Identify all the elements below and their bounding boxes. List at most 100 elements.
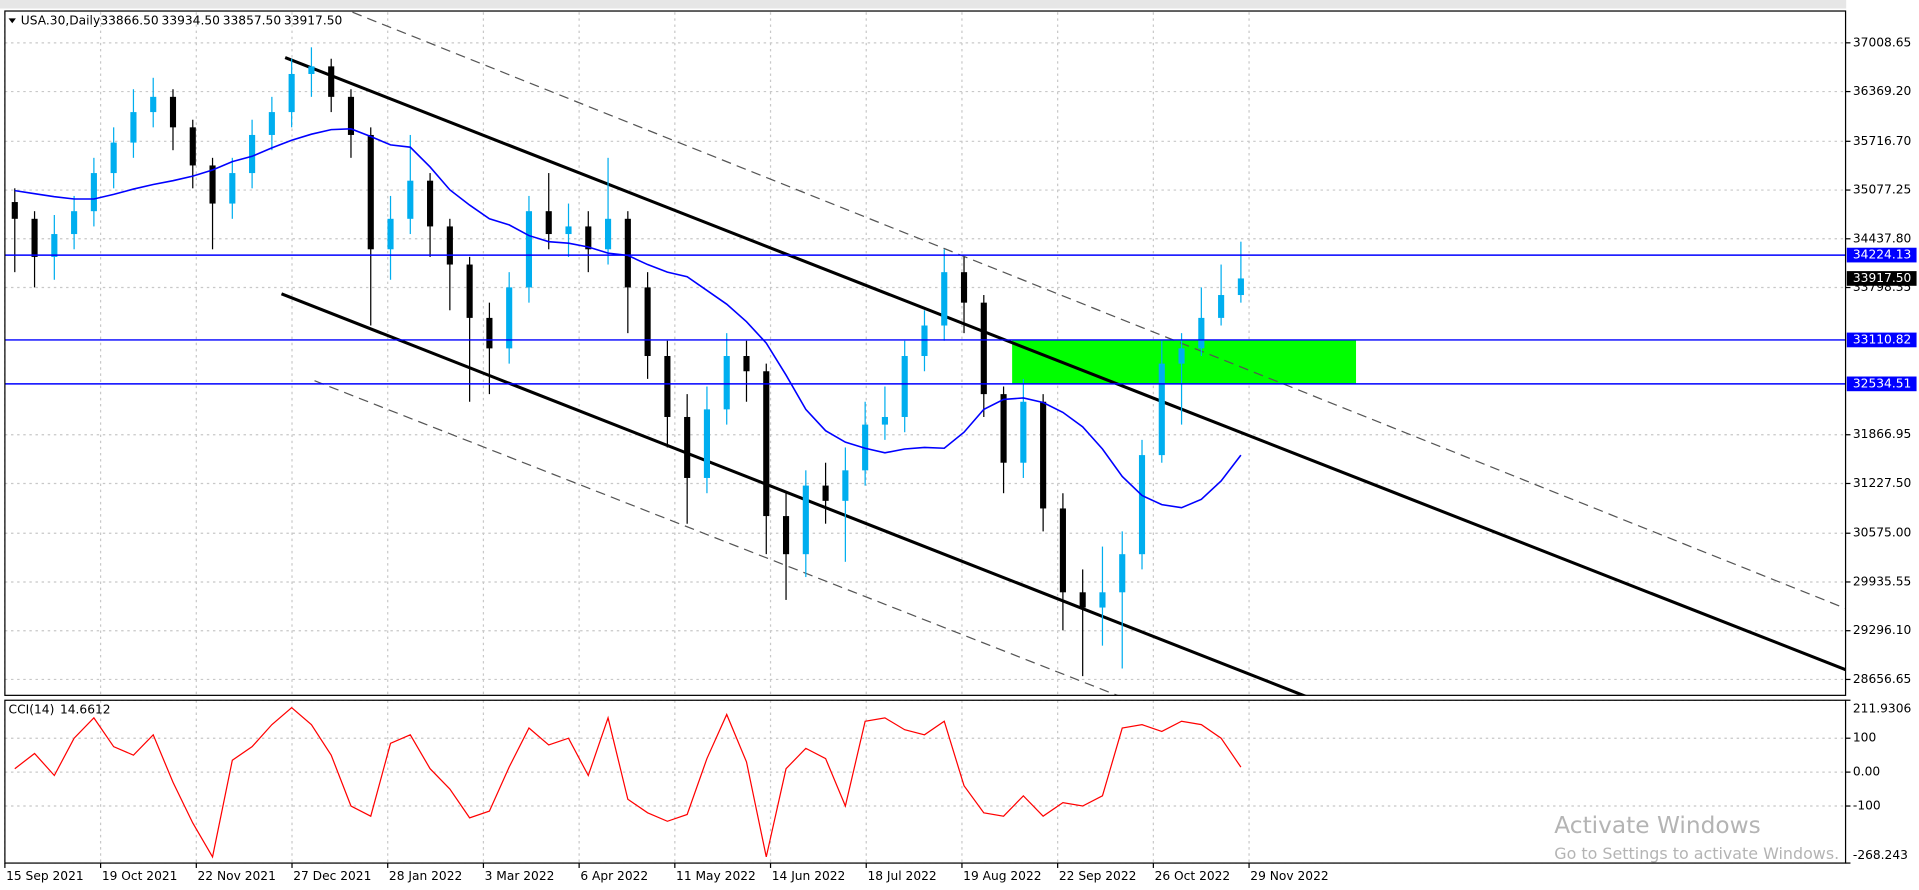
candle-body	[150, 96, 157, 113]
x-tick-label: 19 Aug 2022	[963, 869, 1041, 883]
quote-value: 33857.50	[223, 13, 281, 27]
candle-body	[288, 73, 295, 113]
channel-upper	[284, 56, 1847, 672]
x-tick-label: 3 Mar 2022	[485, 869, 555, 883]
x-tick-label: 27 Dec 2021	[293, 869, 371, 883]
candle-body	[960, 272, 968, 303]
candle-body	[941, 272, 948, 326]
candle-body	[605, 218, 612, 250]
candle-body	[822, 485, 829, 501]
candle-body	[1020, 401, 1027, 463]
candle-body	[763, 371, 770, 517]
y-tick-label: 35077.25	[1853, 183, 1911, 197]
y-tick-label: 28656.65	[1853, 672, 1911, 686]
hline-label: 33110.82	[1853, 332, 1911, 346]
candle-body	[1138, 455, 1146, 555]
y-tick-label: 100	[1853, 731, 1876, 745]
candle-body	[229, 173, 236, 204]
candle-body	[782, 516, 790, 555]
candle-body	[189, 127, 196, 166]
candle-body	[11, 202, 18, 219]
candle-body	[1000, 394, 1007, 463]
candle-body	[1099, 592, 1106, 608]
indicator-frame	[4, 699, 1847, 864]
hline-label-bg	[1846, 332, 1917, 348]
hline-label: 34224.13	[1853, 248, 1911, 262]
candle-body	[684, 416, 691, 478]
axis-bg-bottom	[0, 863, 1919, 890]
candle-body	[1040, 401, 1047, 509]
cci-line	[14, 706, 1242, 859]
y-tick-label: 36369.20	[1853, 84, 1911, 98]
x-tick-label: 22 Nov 2021	[198, 869, 276, 883]
x-tick-label: 26 Oct 2022	[1155, 869, 1231, 883]
x-tick-label: 18 Jul 2022	[867, 869, 936, 883]
candle-body	[110, 142, 117, 174]
y-tick-label: 29935.55	[1853, 574, 1911, 588]
channel-lower	[280, 292, 1311, 700]
candle-body	[249, 134, 256, 174]
menu-arrow	[8, 18, 16, 24]
candle-body	[427, 180, 434, 227]
hline-label-bg	[1846, 376, 1917, 392]
quote-value: 33866.50	[100, 13, 158, 27]
candle-body	[921, 325, 928, 357]
y-tick-label: 31227.50	[1853, 476, 1911, 490]
x-tick-label: 19 Oct 2021	[102, 869, 178, 883]
candle-body	[1237, 278, 1244, 296]
y-tick-label: 34437.80	[1853, 231, 1911, 245]
y-tick-label: 31866.95	[1853, 427, 1911, 441]
candle-body	[525, 211, 533, 288]
x-tick-label: 11 May 2022	[676, 869, 756, 883]
watermark-subtitle: Go to Settings to activate Windows.	[1554, 844, 1839, 863]
axis-bg	[1846, 0, 1919, 890]
x-tick-label: 22 Sep 2022	[1059, 869, 1137, 883]
indicator-name: CCI(14)	[9, 703, 55, 717]
quote-value: 33934.50	[162, 13, 220, 27]
candle-body	[31, 218, 38, 257]
candle-body	[387, 218, 394, 250]
y-tick-label: -100	[1853, 799, 1881, 813]
candle-body	[169, 96, 177, 128]
candle-body	[743, 356, 750, 372]
candle-body	[71, 211, 78, 235]
candle-body	[644, 287, 651, 357]
candle-body	[1218, 295, 1225, 318]
toolbar-strip	[0, 0, 1919, 9]
candle-body	[881, 416, 888, 425]
candle-body	[901, 356, 908, 417]
last-price-label: 33917.50	[1853, 271, 1911, 285]
x-tick-label: 28 Jan 2022	[389, 869, 462, 883]
y-tick-label: 29296.10	[1853, 623, 1911, 637]
candle-body	[51, 234, 58, 257]
hline-label-bg	[1846, 247, 1917, 263]
candle-body	[664, 356, 671, 417]
y-tick-label: 35716.70	[1853, 134, 1911, 148]
indicator-value: 14.6612	[60, 703, 111, 717]
candle-body	[1119, 554, 1126, 593]
hline-label: 32534.51	[1853, 376, 1911, 390]
candle-body	[723, 356, 730, 410]
candle-body	[545, 211, 552, 235]
quote-value: 33917.50	[284, 13, 342, 27]
x-tick-label: 14 Jun 2022	[772, 869, 846, 883]
candle-body	[130, 112, 137, 143]
channel-outer-lower	[314, 380, 1124, 699]
axes: 37008.65 36369.20 35716.70 35077.25 34437.80…	[4, 35, 1917, 883]
trend-lines	[280, 11, 1847, 700]
series	[4, 47, 1846, 859]
candle-body	[624, 218, 631, 288]
x-tick-label: 29 Nov 2022	[1250, 869, 1328, 883]
candle-body	[347, 96, 355, 135]
x-tick-label: 15 Sep 2021	[6, 869, 84, 883]
y-tick-label: 211.9306	[1853, 701, 1912, 715]
candle-body	[407, 180, 414, 219]
candle-body	[268, 112, 275, 135]
candle-body	[703, 409, 710, 478]
candle-body	[209, 165, 216, 204]
candle-body	[565, 226, 572, 235]
candle-body	[506, 287, 513, 349]
